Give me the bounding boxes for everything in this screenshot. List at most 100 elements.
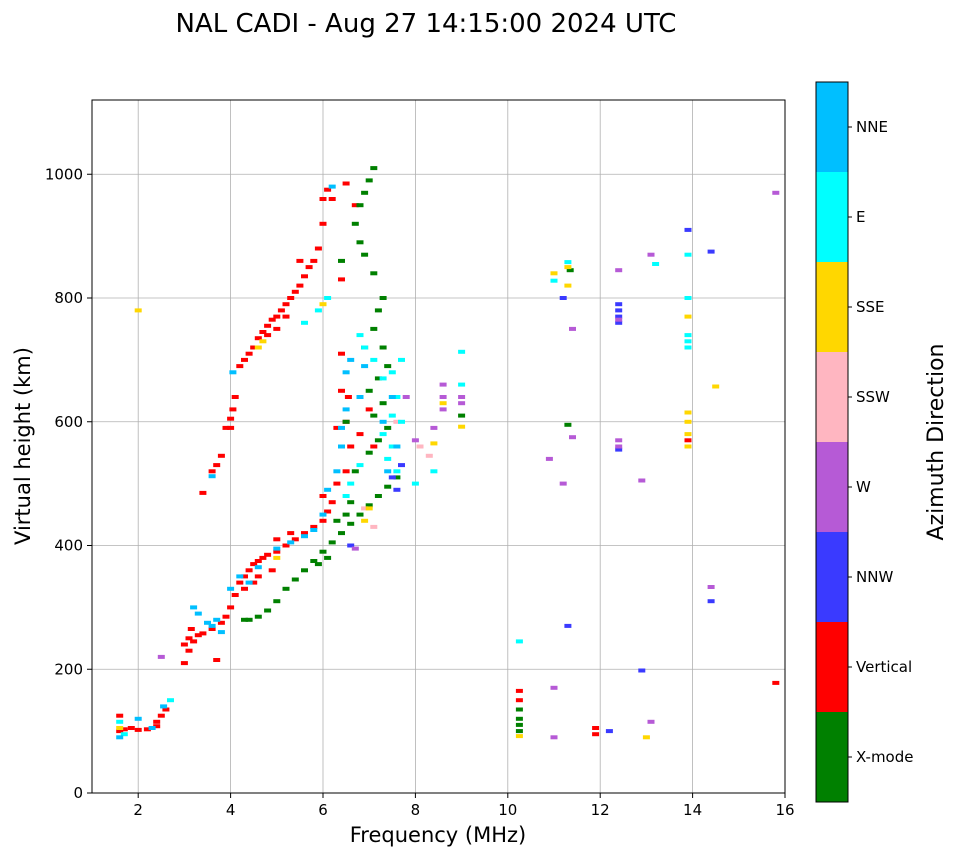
point-e <box>684 339 692 344</box>
colorbar-label: SSE <box>856 298 885 316</box>
point-vertical <box>217 620 225 625</box>
point-vertical <box>273 549 281 554</box>
point-vertical <box>282 314 290 319</box>
point-e <box>347 481 355 486</box>
point-x-mode <box>356 203 364 208</box>
point-nnw <box>615 447 623 452</box>
point-x-mode <box>393 475 401 480</box>
point-w <box>647 252 655 257</box>
point-x-mode <box>384 364 392 369</box>
colorbar-segment <box>816 712 848 802</box>
colorbar-label: NNE <box>856 118 888 136</box>
point-x-mode <box>370 326 378 331</box>
point-w <box>615 438 623 443</box>
point-vertical <box>282 543 290 548</box>
point-vertical <box>268 317 276 322</box>
point-vertical <box>222 614 230 619</box>
point-sse <box>684 410 692 415</box>
point-w <box>569 326 576 331</box>
point-vertical <box>324 187 332 192</box>
point-vertical <box>143 727 151 732</box>
point-e <box>398 419 405 424</box>
point-e <box>564 260 572 265</box>
point-vertical <box>338 277 345 282</box>
point-vertical <box>342 181 350 186</box>
point-sse <box>564 283 572 288</box>
point-ssw <box>425 453 433 458</box>
point-nne <box>245 580 253 585</box>
point-vertical <box>241 586 248 591</box>
point-w <box>647 719 655 724</box>
point-nnw <box>615 314 623 319</box>
point-x-mode <box>365 450 373 455</box>
point-nne <box>379 419 387 424</box>
colorbar-label: SSW <box>856 388 890 406</box>
point-vertical <box>217 453 225 458</box>
point-vertical <box>116 729 124 734</box>
point-x-mode <box>384 425 392 430</box>
point-vertical <box>592 732 600 737</box>
point-vertical <box>347 444 355 449</box>
point-nne <box>319 512 327 517</box>
x-tick-label: 12 <box>591 801 610 819</box>
point-nnw <box>707 599 715 604</box>
point-vertical <box>120 727 128 732</box>
point-e <box>384 456 392 461</box>
point-e <box>324 296 332 300</box>
point-e <box>430 469 438 474</box>
point-sse <box>361 518 369 523</box>
point-x-mode <box>342 419 350 424</box>
point-sse <box>439 401 447 406</box>
point-e <box>388 370 396 375</box>
plot-frame <box>91 99 786 794</box>
point-x-mode <box>374 438 382 443</box>
point-x-mode <box>356 512 364 517</box>
point-vertical <box>245 351 253 356</box>
point-sse <box>134 308 142 313</box>
point-sse <box>365 506 373 511</box>
point-e <box>370 357 378 362</box>
point-nne <box>213 617 221 622</box>
x-tick-label: 14 <box>683 801 702 819</box>
point-vertical <box>254 559 262 563</box>
point-e <box>458 382 466 387</box>
point-nnw <box>684 227 692 232</box>
colorbar-segment <box>816 82 848 172</box>
point-sse <box>116 726 124 730</box>
point-vertical <box>772 680 780 685</box>
point-vertical <box>319 221 327 226</box>
point-x-mode <box>370 413 378 418</box>
colorbar-frame <box>815 81 849 803</box>
point-vertical <box>241 574 248 579</box>
point-sse <box>273 555 281 560</box>
y-tick-label: 400 <box>54 537 83 555</box>
point-nne <box>134 716 142 721</box>
point-vertical <box>301 274 308 279</box>
point-e <box>652 262 660 266</box>
point-x-mode <box>458 413 466 418</box>
point-w <box>402 395 410 399</box>
point-x-mode <box>379 401 387 406</box>
point-e <box>167 698 174 703</box>
point-vertical <box>116 713 124 718</box>
point-vertical <box>222 425 230 430</box>
point-vertical <box>208 627 216 631</box>
point-vertical <box>199 490 207 495</box>
point-vertical <box>213 463 221 468</box>
point-e <box>342 494 350 498</box>
point-vertical <box>264 333 272 338</box>
point-nne <box>116 735 124 740</box>
point-nne <box>190 605 198 610</box>
point-vertical <box>301 531 308 536</box>
point-nne <box>361 364 369 369</box>
point-x-mode <box>566 268 574 273</box>
point-e <box>301 320 308 325</box>
colorbar-label: E <box>856 208 865 226</box>
point-x-mode <box>374 494 382 498</box>
point-vertical <box>208 469 216 474</box>
chart-title: NAL CADI - Aug 27 14:15:00 2024 UTC <box>176 9 677 39</box>
point-w <box>157 654 165 659</box>
point-vertical <box>162 707 170 712</box>
point-e <box>388 413 396 418</box>
point-w <box>458 401 466 406</box>
